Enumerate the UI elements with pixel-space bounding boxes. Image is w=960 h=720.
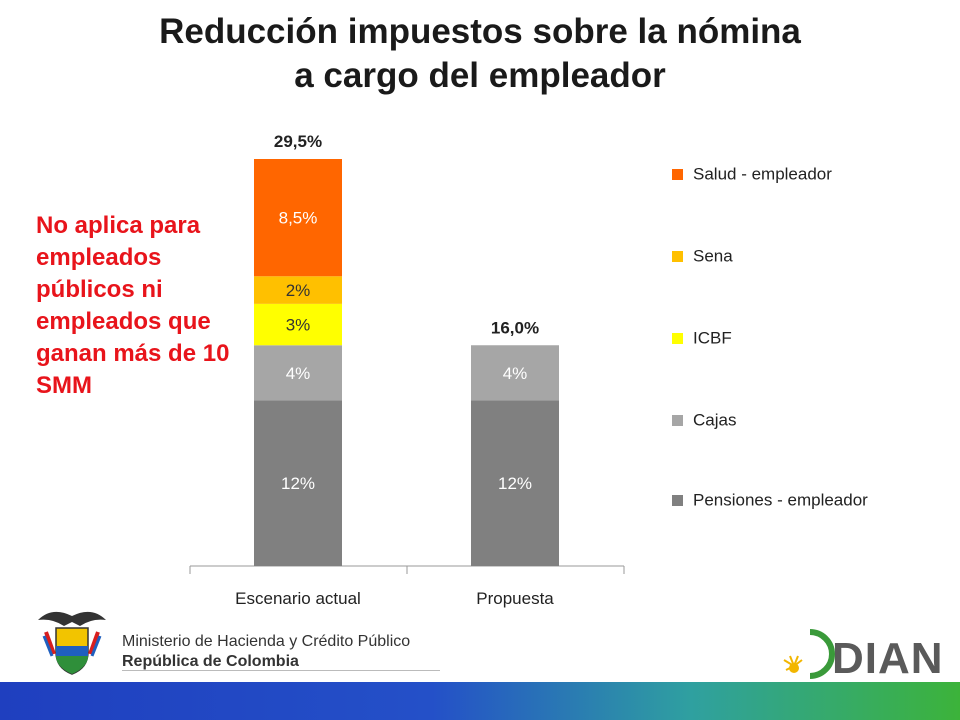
legend-item: Salud - empleador bbox=[672, 164, 952, 188]
title-line-1: Reducción impuestos sobre la nómina bbox=[159, 12, 801, 51]
legend-label: Pensiones - empleador bbox=[693, 490, 868, 510]
data-label: 4% bbox=[286, 364, 311, 383]
legend-label: Cajas bbox=[693, 410, 737, 430]
colombia-crest-icon bbox=[38, 611, 106, 675]
dian-logo-text: DIAN bbox=[832, 634, 944, 683]
legend-label: ICBF bbox=[693, 328, 732, 348]
legend-label: Sena bbox=[693, 246, 733, 266]
legend-item: ICBF bbox=[672, 328, 952, 352]
bar-segment-cajas bbox=[254, 345, 342, 401]
total-label: 16,0% bbox=[491, 318, 539, 337]
data-label: 8,5% bbox=[279, 209, 318, 228]
republic-name: República de Colombia bbox=[122, 653, 299, 670]
page-title: Reducción impuestos sobre la nómina a ca… bbox=[0, 10, 960, 98]
category-label: Propuesta bbox=[476, 589, 554, 608]
bar-segment-pensiones bbox=[254, 400, 342, 566]
total-label: 29,5% bbox=[274, 132, 322, 151]
data-label: 12% bbox=[498, 474, 532, 493]
data-label: 12% bbox=[281, 474, 315, 493]
bar-segment-sena bbox=[254, 276, 342, 304]
note-text: No aplica para empleados públicos ni emp… bbox=[36, 212, 230, 399]
bar-segment-salud bbox=[254, 159, 342, 277]
dian-sun-icon bbox=[783, 629, 835, 679]
ministry-block: Ministerio de Hacienda y Crédito Público… bbox=[122, 632, 410, 672]
legend-swatch bbox=[672, 251, 683, 263]
ministry-divider bbox=[122, 670, 440, 671]
legend-swatch bbox=[672, 415, 683, 427]
legend-swatch bbox=[672, 169, 683, 181]
ministry-name: Ministerio de Hacienda y Crédito Público bbox=[122, 633, 411, 650]
legend-item: Cajas bbox=[672, 410, 952, 434]
legend-label: Salud - empleador bbox=[693, 164, 832, 184]
legend-swatch bbox=[672, 333, 683, 345]
footer-color-bar bbox=[0, 682, 960, 720]
title-line-2: a cargo del empleador bbox=[294, 56, 666, 95]
legend-item: Pensiones - empleador bbox=[672, 490, 952, 514]
legend-swatch bbox=[672, 495, 683, 507]
stacked-bar-chart: 12% 4% 3% 2% 8,5% 29,5% Escenario actual 12% 4% 1… bbox=[189, 132, 625, 608]
bar-segment-pensiones bbox=[471, 400, 559, 566]
category-label: Escenario actual bbox=[235, 589, 361, 608]
data-label: 3% bbox=[286, 316, 311, 335]
data-label: 4% bbox=[503, 364, 528, 383]
bar-segment-cajas bbox=[471, 345, 559, 401]
data-label: 2% bbox=[286, 281, 311, 300]
legend-item: Sena bbox=[672, 246, 952, 270]
bar-segment-icbf bbox=[254, 303, 342, 346]
